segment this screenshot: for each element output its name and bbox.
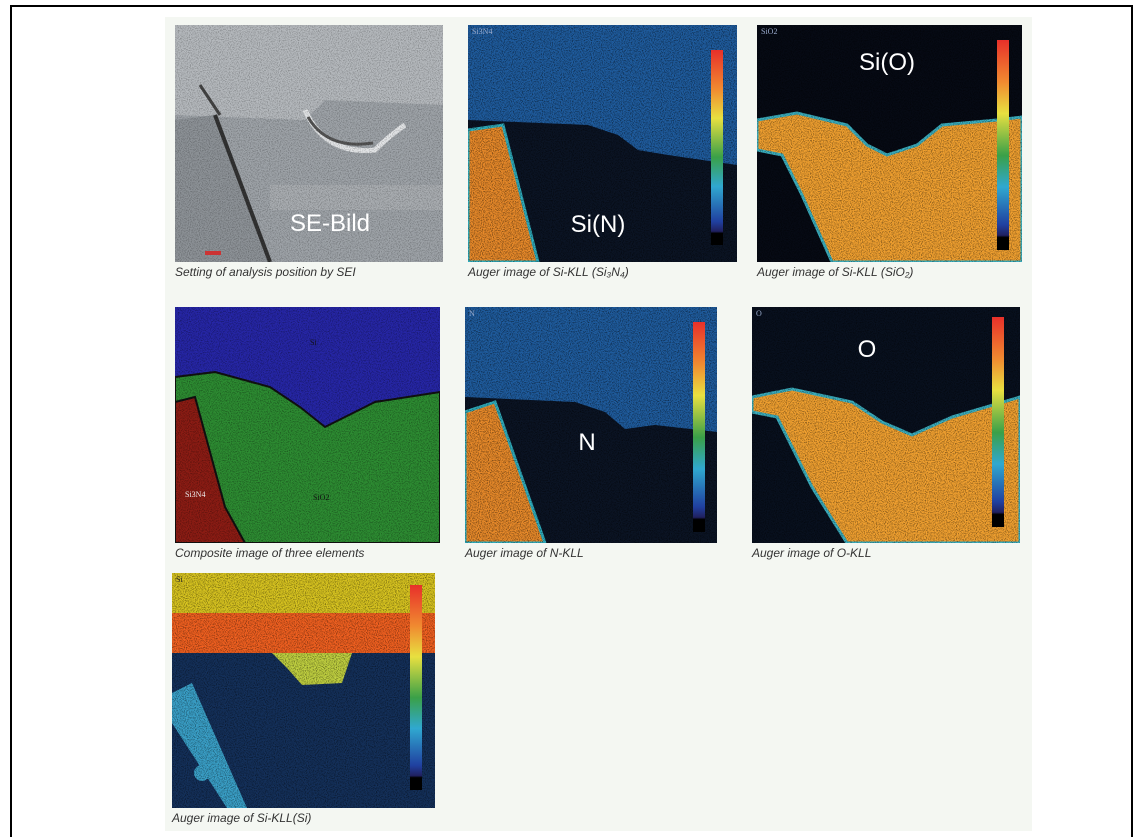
panel: SiO2 Si(O) Auger image of Si-KLL (SiO₂)	[757, 25, 1022, 262]
corner-label: N	[469, 309, 475, 318]
overlay-label: Si(O)	[859, 49, 915, 76]
caption: Auger image of O-KLL	[752, 546, 871, 560]
panel: Si Auger image of Si-KLL(Si)	[172, 573, 435, 808]
region-label: Si	[310, 338, 317, 347]
overlay-label: O	[858, 336, 877, 363]
corner-label: O	[756, 309, 762, 318]
panel: Si Si3N4 SiO2 Composite image of three e…	[175, 307, 440, 543]
composite-map: Si Si3N4 SiO2	[175, 307, 440, 543]
caption: Auger image of Si-KLL (SiO₂)	[757, 265, 913, 279]
caption: Setting of analysis position by SEI	[175, 265, 356, 279]
corner-label: SiO2	[761, 27, 777, 36]
overlay-label: N	[578, 429, 595, 456]
caption: Auger image of N-KLL	[465, 546, 584, 560]
auger-map: Si	[172, 573, 435, 808]
page: SE-Bild Setting of analysis position by …	[0, 0, 1141, 831]
region-label: Si3N4	[185, 490, 205, 499]
auger-map: Si3N4 Si(N)	[468, 25, 737, 262]
panel: O O Auger image of O-KLL	[752, 307, 1020, 543]
auger-map: N N	[465, 307, 717, 543]
overlay-label: Si(N)	[571, 211, 626, 238]
overlay-label: SE-Bild	[290, 210, 370, 237]
sem-image: SE-Bild	[175, 25, 443, 262]
panel: SE-Bild Setting of analysis position by …	[175, 25, 443, 262]
auger-map: SiO2 Si(O)	[757, 25, 1022, 262]
region-label: SiO2	[313, 493, 329, 502]
corner-label: Si	[176, 575, 183, 584]
caption: Auger image of Si-KLL (Si₃N₄)	[468, 265, 629, 279]
panel: Si3N4 Si(N) Auger image of Si-KLL (Si₃N₄…	[468, 25, 737, 262]
caption: Composite image of three elements	[175, 546, 364, 560]
corner-label: Si3N4	[472, 27, 492, 36]
panel: N N Auger image of N-KLL	[465, 307, 717, 543]
auger-map: O O	[752, 307, 1020, 543]
caption: Auger image of Si-KLL(Si)	[172, 811, 311, 825]
